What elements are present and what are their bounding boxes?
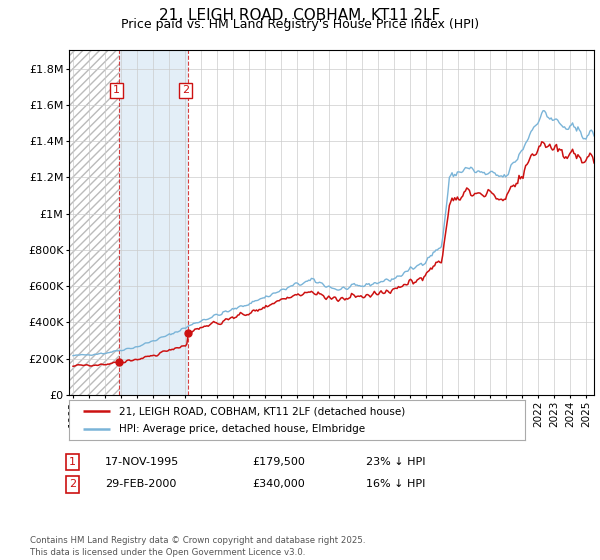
Text: £179,500: £179,500: [252, 457, 305, 467]
Text: 1: 1: [69, 457, 76, 467]
Bar: [69, 50, 119, 395]
Text: 23% ↓ HPI: 23% ↓ HPI: [366, 457, 425, 467]
Text: HPI: Average price, detached house, Elmbridge: HPI: Average price, detached house, Elmb…: [119, 424, 365, 435]
Text: 16% ↓ HPI: 16% ↓ HPI: [366, 479, 425, 489]
Text: 29-FEB-2000: 29-FEB-2000: [105, 479, 176, 489]
Text: 2: 2: [182, 85, 189, 95]
Text: 2: 2: [69, 479, 76, 489]
Text: £340,000: £340,000: [252, 479, 305, 489]
Text: 1: 1: [113, 85, 120, 95]
Text: Price paid vs. HM Land Registry's House Price Index (HPI): Price paid vs. HM Land Registry's House …: [121, 18, 479, 31]
Bar: [188, 50, 594, 395]
Text: 21, LEIGH ROAD, COBHAM, KT11 2LF: 21, LEIGH ROAD, COBHAM, KT11 2LF: [160, 8, 440, 24]
Text: Contains HM Land Registry data © Crown copyright and database right 2025.
This d: Contains HM Land Registry data © Crown c…: [30, 536, 365, 557]
Bar: [119, 50, 188, 395]
Text: 21, LEIGH ROAD, COBHAM, KT11 2LF (detached house): 21, LEIGH ROAD, COBHAM, KT11 2LF (detach…: [119, 407, 406, 417]
Text: 17-NOV-1995: 17-NOV-1995: [105, 457, 179, 467]
